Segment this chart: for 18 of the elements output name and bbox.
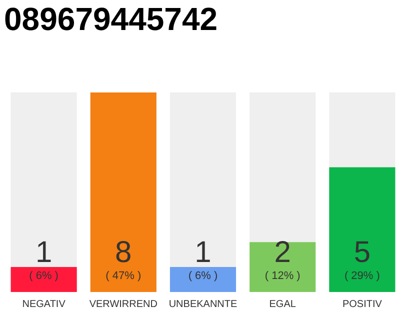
x-tick-label: EGAL (269, 298, 296, 310)
x-tick-label: VERWIRREND (89, 298, 158, 310)
x-tick-label: NEGATIV (22, 298, 66, 310)
data-label: 1 (194, 236, 212, 269)
annotation: ( 47% ) (106, 270, 142, 282)
annotation: ( 6% ) (188, 270, 218, 282)
bar (170, 267, 236, 292)
annotation: ( 12% ) (264, 270, 300, 282)
x-tick-label: UNBEKANNTE (168, 298, 238, 310)
x-tick-label: POSITIV (342, 298, 382, 310)
chart-title: 089679445742 (4, 1, 218, 38)
bar (10, 267, 77, 292)
annotation: ( 29% ) (344, 270, 380, 282)
data-label: 8 (115, 236, 132, 269)
annotation: ( 6% ) (29, 270, 58, 282)
data-label: 5 (354, 236, 371, 269)
data-label: 1 (35, 236, 52, 269)
data-label: 2 (274, 236, 291, 269)
